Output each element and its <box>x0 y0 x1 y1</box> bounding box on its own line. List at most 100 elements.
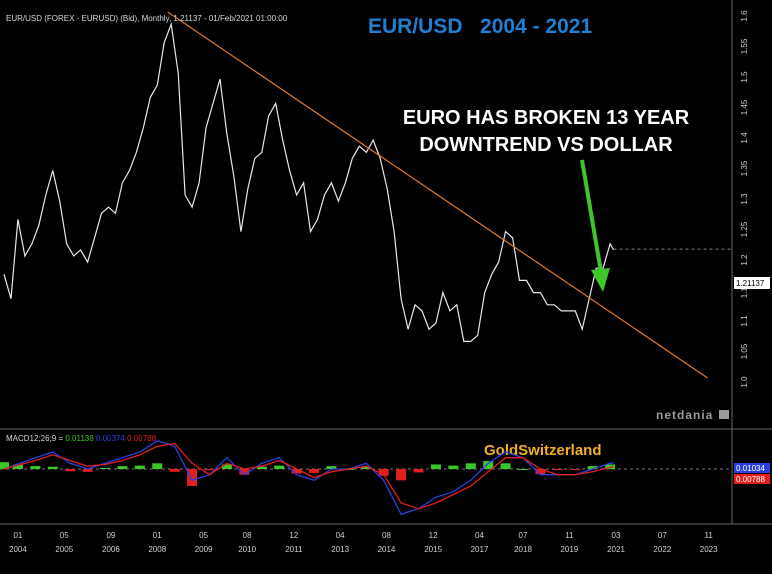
x-tick-year: 2009 <box>195 545 213 554</box>
x-tick-year: 2014 <box>378 545 396 554</box>
x-tick-month: 12 <box>429 531 438 540</box>
y-tick-label: 1.15 <box>740 282 749 298</box>
x-tick-month: 08 <box>243 531 252 540</box>
macd-hist-bar <box>0 462 9 469</box>
macd-signal-line <box>3 442 614 510</box>
macd-signal-value: 0.00374 <box>96 434 125 443</box>
x-tick-month: 07 <box>519 531 528 540</box>
instrument-label: EUR/USD (FOREX - EURUSD) (Bid), Monthly,… <box>6 14 288 23</box>
macd-hist-bar <box>465 463 476 469</box>
y-tick-label: 1.1 <box>740 315 749 327</box>
annotation-line-2: DOWNTREND VS DOLLAR <box>419 134 673 156</box>
annotation-line-1: EURO HAS BROKEN 13 YEAR <box>403 107 690 129</box>
y-tick-label: 1.0 <box>740 376 749 388</box>
macd-hist-bar <box>518 469 529 470</box>
macd-hist-bar <box>82 469 93 472</box>
x-tick-year: 2011 <box>285 545 303 554</box>
x-tick-month: 01 <box>153 531 162 540</box>
x-tick-month: 05 <box>199 531 208 540</box>
x-tick-month: 07 <box>658 531 667 540</box>
macd-hist-bar <box>552 469 563 471</box>
macd-hist-bar <box>309 469 320 473</box>
macd-hist-bar <box>65 469 76 472</box>
netdania-logo-mark <box>719 410 729 419</box>
x-tick-month: 11 <box>565 531 574 540</box>
x-tick-month: 05 <box>60 531 69 540</box>
macd-hist-bar <box>448 465 459 469</box>
chart-big-title: EUR/USD 2004 - 2021 <box>368 15 592 38</box>
x-tick-month: 08 <box>382 531 391 540</box>
x-tick-year: 2021 <box>607 545 625 554</box>
y-tick-label: 1.35 <box>740 160 749 176</box>
last-price-tag-bg <box>734 277 770 289</box>
macd-label: MACD12;26;9 = 0.01138 0.00374 0.00788 <box>6 434 157 443</box>
last-price-tag: 1.21137 <box>736 279 765 288</box>
macd-hist-bar <box>587 466 598 469</box>
x-tick-month: 03 <box>612 531 621 540</box>
macd-hist-bar <box>117 466 128 469</box>
x-tick-year: 2023 <box>700 545 718 554</box>
macd-hist-bar <box>47 466 58 469</box>
macd-hist-bar <box>152 463 163 469</box>
macd-hist-bar <box>256 466 267 469</box>
y-tick-label: 1.5 <box>740 71 749 83</box>
macd-value: 0.01138 <box>65 434 94 443</box>
x-tick-year: 2019 <box>560 545 578 554</box>
y-tick-label: 1.55 <box>740 38 749 54</box>
macd-hist-bar <box>361 466 372 469</box>
y-tick-label: 1.4 <box>740 132 749 144</box>
macd-hist-bar <box>430 464 441 469</box>
y-tick-label: 1.3 <box>740 193 749 205</box>
x-tick-year: 2022 <box>653 545 671 554</box>
x-tick-year: 2004 <box>9 545 27 554</box>
breakout-arrow-icon <box>580 159 610 292</box>
x-tick-year: 2006 <box>102 545 120 554</box>
macd-hist-bar <box>204 469 215 471</box>
x-tick-year: 2008 <box>148 545 166 554</box>
x-tick-year: 2018 <box>514 545 532 554</box>
date-x-ticks: 01 2004 05 2005 09 2006 01 2008 05 2009 08 2010 12 20… <box>9 531 718 554</box>
macd-hist-bar <box>187 469 198 486</box>
macd-hist-bar <box>413 469 424 473</box>
macd-hist-bar <box>169 469 180 472</box>
price-y-ticks: 1.6 1.55 1.5 1.45 1.4 1.35 1.3 1.25 1.2 1.15 1.1 1.… <box>740 10 749 388</box>
macd-hist-bar <box>483 461 494 469</box>
macd-hist-bar <box>12 464 23 469</box>
x-tick-month: 09 <box>106 531 115 540</box>
macd-hist-bar <box>274 465 285 469</box>
macd-hist-value: 0.00788 <box>127 434 156 443</box>
x-tick-month: 04 <box>336 531 345 540</box>
macd-hist-bar <box>326 466 337 469</box>
macd-hist-bar <box>535 469 546 475</box>
downtrend-line <box>167 11 708 379</box>
macd-prefix: MACD12;26;9 = <box>6 434 65 443</box>
macd-hist-bar <box>100 467 111 469</box>
x-tick-year: 2005 <box>55 545 73 554</box>
macd-hist-bar <box>570 469 581 470</box>
eurusd-price-line <box>3 21 615 342</box>
y-tick-label: 1.6 <box>740 10 749 22</box>
macd-hist-bar <box>30 466 41 469</box>
x-tick-month: 04 <box>475 531 484 540</box>
y-tick-label: 1.2 <box>740 254 749 266</box>
macd-tag-bottom-bg <box>734 474 770 484</box>
x-tick-month: 11 <box>705 531 714 540</box>
macd-hist-bar <box>291 469 302 474</box>
macd-hist-bar <box>500 463 511 469</box>
netdania-logo: netdania <box>656 408 713 422</box>
y-tick-label: 1.05 <box>740 343 749 359</box>
x-tick-year: 2010 <box>238 545 256 554</box>
x-tick-year: 2013 <box>331 545 349 554</box>
macd-histogram <box>0 461 616 486</box>
macd-hist-bar <box>396 469 407 481</box>
brand-label: GoldSwitzerland <box>484 442 602 459</box>
macd-tag-top-bg <box>734 463 770 473</box>
x-tick-month: 12 <box>289 531 298 540</box>
x-tick-year: 2017 <box>471 545 489 554</box>
macd-hist-bar <box>134 465 145 469</box>
x-tick-month: 01 <box>13 531 22 540</box>
macd-tag-top: 0.01034 <box>736 464 765 473</box>
y-tick-label: 1.45 <box>740 99 749 115</box>
